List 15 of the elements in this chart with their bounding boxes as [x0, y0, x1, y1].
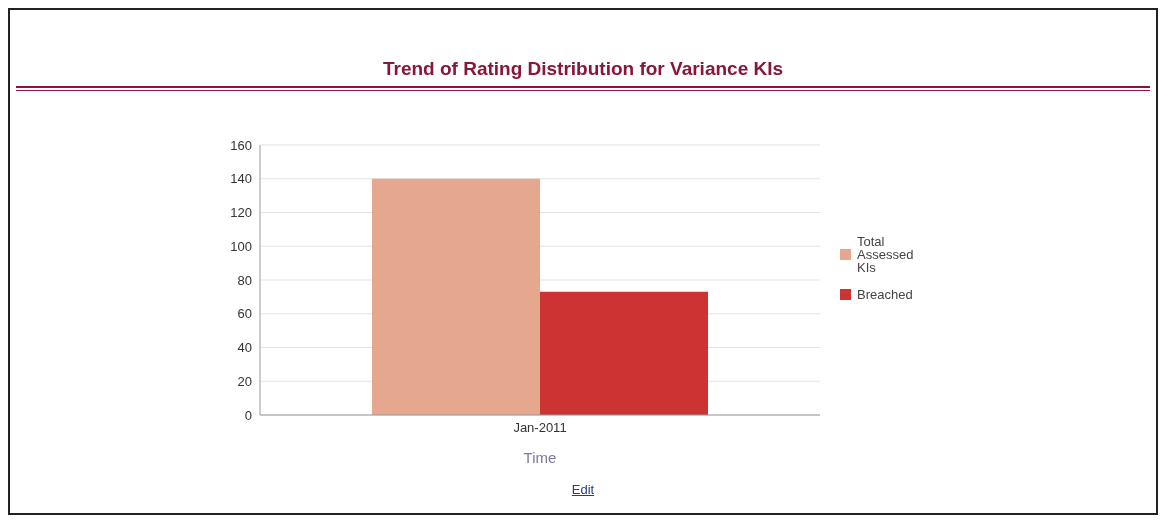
y-tick-label: 40 — [237, 340, 252, 356]
legend-label: Breached — [857, 287, 914, 302]
x-axis-title: Time — [523, 449, 557, 466]
y-tick-label: 0 — [244, 407, 252, 423]
y-tick-label: 80 — [237, 272, 252, 288]
text: Edit — [570, 482, 596, 497]
y-tick-label: 140 — [230, 171, 252, 187]
y-tick-label: 100 — [230, 238, 252, 254]
y-tick-label: 160 — [230, 137, 252, 153]
y-tick-label: 120 — [230, 205, 252, 221]
y-tick-label: 20 — [237, 373, 252, 389]
legend-label: Total Assessed KIs — [857, 234, 915, 275]
x-tick-label: Jan-2011 — [513, 420, 567, 436]
y-tick-label: 60 — [237, 306, 252, 322]
chart-title: Trend of Rating Distribution for Variance KIs — [381, 58, 785, 80]
